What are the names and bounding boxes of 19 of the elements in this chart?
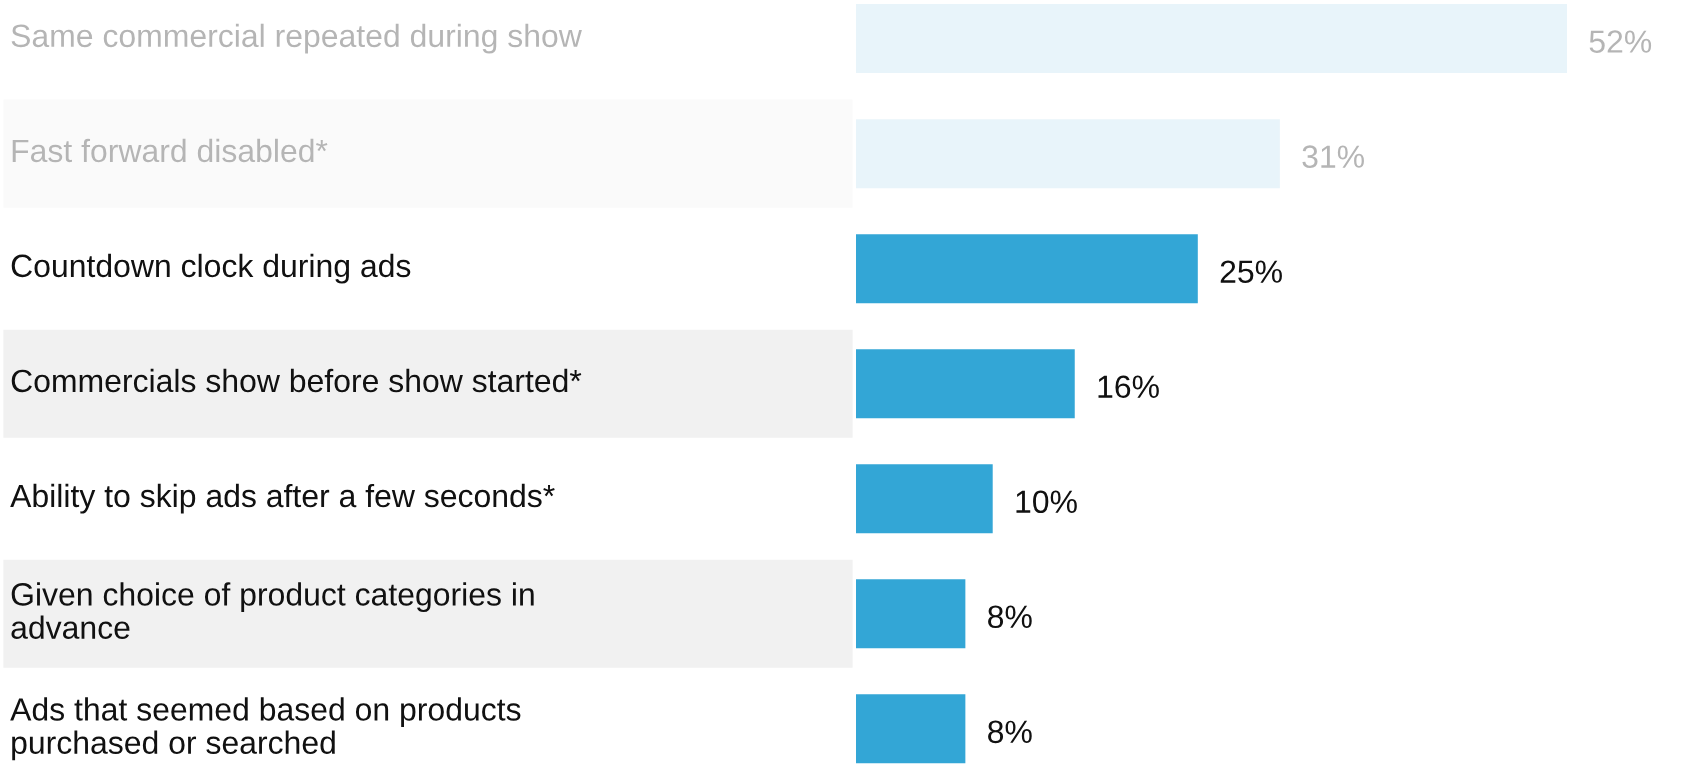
bar <box>855 234 1198 304</box>
bar <box>855 349 1075 419</box>
data-label: 25% <box>1220 260 1282 283</box>
data-label: 16% <box>1098 375 1159 399</box>
y-tick-label: Fast forward disabled* <box>12 138 328 163</box>
y-tick-label: Countdown clock during ads <box>11 253 411 284</box>
bar <box>855 694 966 764</box>
data-label: 8% <box>988 605 1032 629</box>
bar <box>855 464 993 534</box>
y-tick-label: Commercials show before show started* <box>11 368 582 393</box>
y-tick-label: Ads that seemed based on products purchased or searched <box>10 697 521 761</box>
bar <box>855 579 966 649</box>
data-label: 31% <box>1302 145 1364 168</box>
data-label: 10% <box>1016 490 1077 514</box>
data-label: 52% <box>1589 30 1652 53</box>
y-tick-label: Ability to skip ads after a few seconds* <box>10 483 555 514</box>
data-label: 8% <box>988 720 1032 744</box>
y-tick-label: Given choice of product categories in advance <box>11 582 534 639</box>
y-tick-label: Same commercial repeated during show <box>11 23 582 54</box>
